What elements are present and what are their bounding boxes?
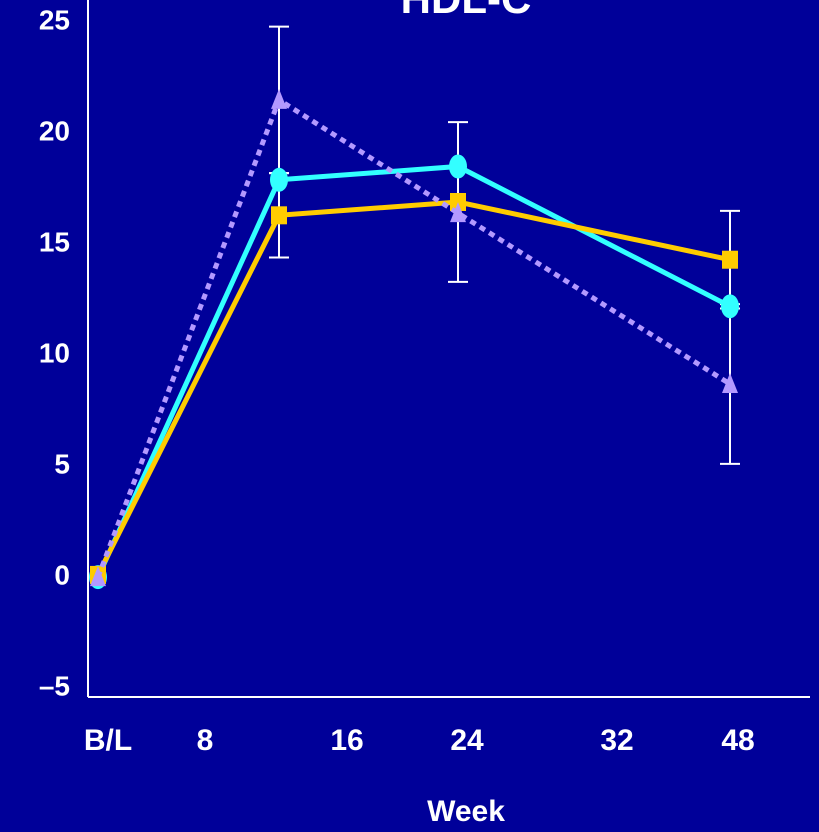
marker	[271, 206, 287, 225]
x-tick-label: 24	[450, 724, 484, 757]
chart-title: HDL-C	[401, 0, 532, 22]
marker	[722, 250, 738, 269]
x-tick-label: 16	[330, 724, 363, 757]
marker	[722, 373, 738, 394]
y-tick-label: 25	[39, 5, 70, 36]
y-tick-label: 15	[39, 227, 70, 258]
marker	[90, 566, 106, 587]
marker	[450, 192, 466, 211]
marker	[271, 88, 287, 109]
x-tick-label: 8	[197, 724, 214, 757]
marker	[721, 294, 739, 319]
series-line	[95, 96, 732, 579]
x-tick-label: 32	[600, 724, 633, 757]
y-tick-label: 20	[39, 116, 70, 147]
marker	[450, 202, 466, 223]
y-tick-label: 0	[54, 560, 70, 591]
x-tick-label: B/L	[84, 724, 132, 757]
marker	[449, 154, 467, 179]
series-line	[95, 163, 732, 579]
y-tick-label: –5	[39, 671, 70, 702]
series-line	[95, 199, 731, 577]
y-tick-label: 5	[54, 449, 70, 480]
marker	[270, 167, 288, 192]
x-tick-label: 48	[721, 724, 754, 757]
y-tick-label: 10	[39, 338, 70, 369]
x-axis-label: Week	[427, 795, 505, 828]
